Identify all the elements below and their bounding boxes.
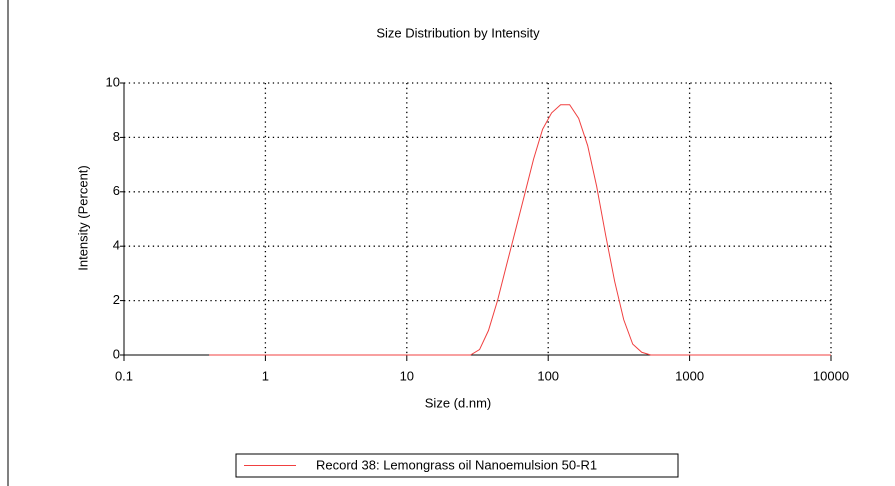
y-tick-label: 0 [113, 346, 120, 361]
y-tick-label: 6 [113, 183, 120, 198]
x-tick-label: 10000 [813, 368, 849, 383]
legend-box [235, 453, 679, 478]
legend-label: Record 38: Lemongrass oil Nanoemulsion 5… [316, 457, 597, 472]
y-tick-label: 10 [106, 74, 120, 89]
x-axis-label: Size (d.nm) [425, 395, 491, 410]
chart-title: Size Distribution by Intensity [376, 25, 540, 40]
x-tick-label: 1 [262, 368, 269, 383]
data-line [209, 104, 831, 356]
x-tick-label: 10 [400, 368, 414, 383]
x-tick-label: 100 [537, 368, 559, 383]
y-tick-label: 4 [113, 238, 120, 253]
y-tick-label: 8 [113, 129, 120, 144]
x-tick-label: 1000 [675, 368, 704, 383]
y-axis-label: Intensity (Percent) [75, 165, 90, 271]
y-tick-label: 2 [113, 292, 120, 307]
x-tick-label: 0.1 [115, 368, 133, 383]
